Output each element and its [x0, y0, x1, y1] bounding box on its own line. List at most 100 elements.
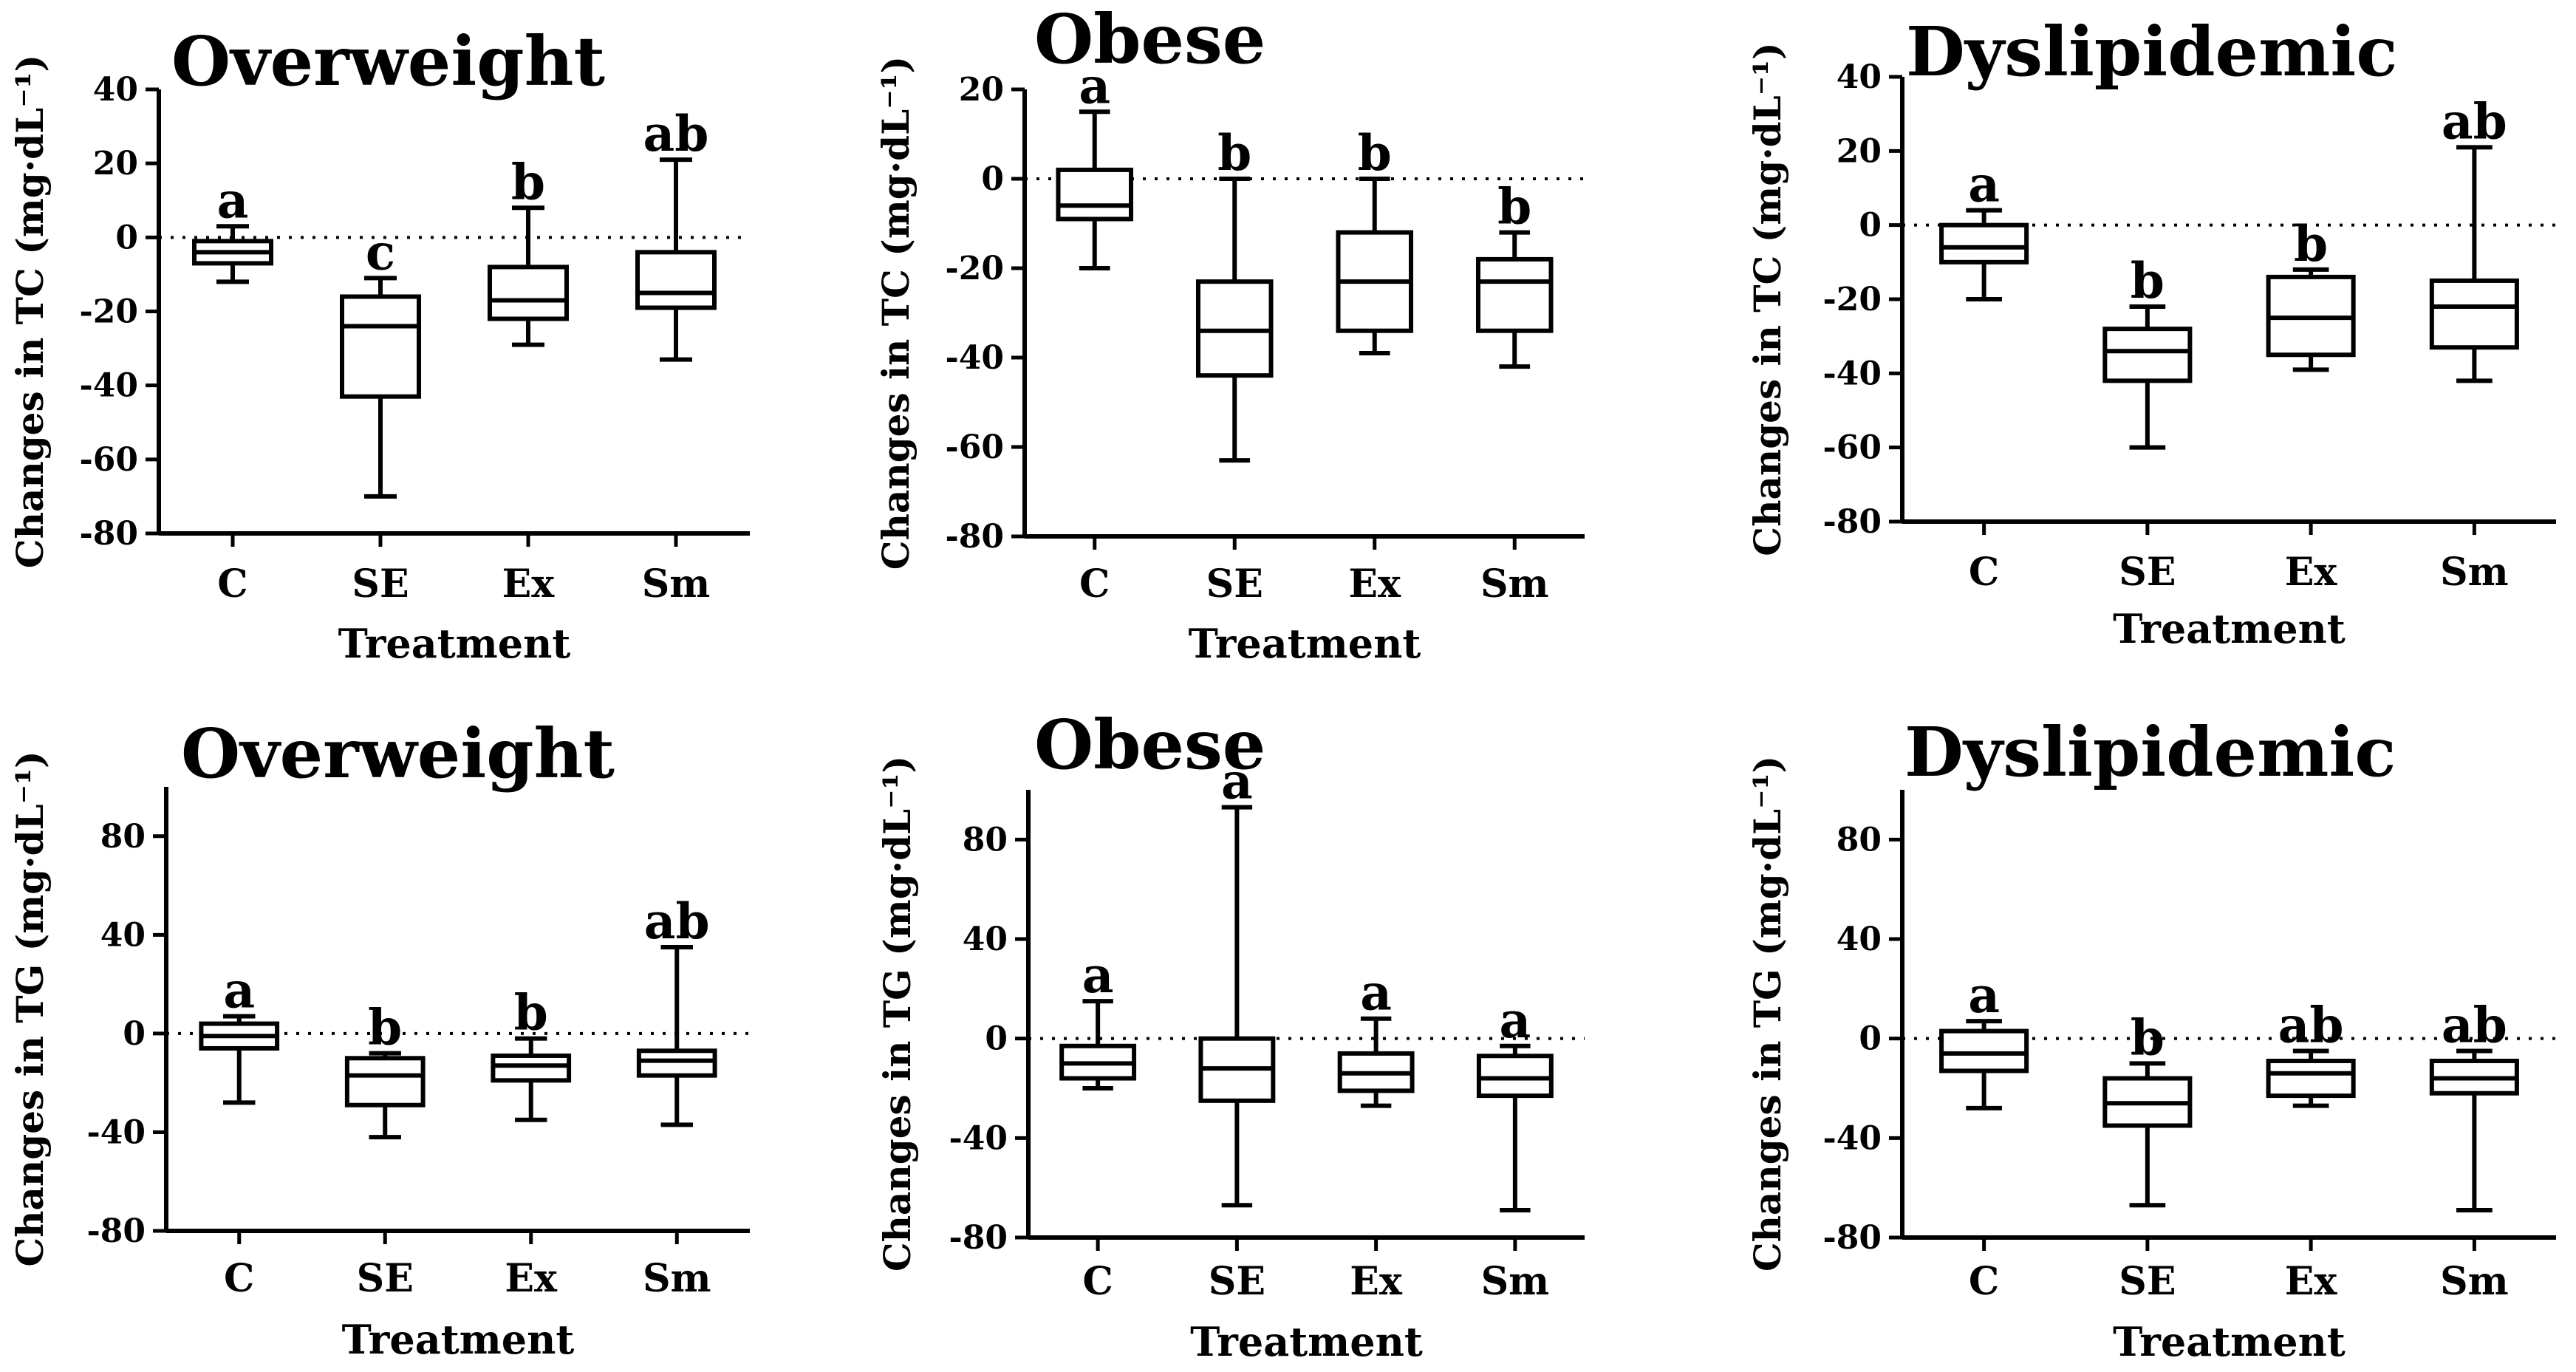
y-axis-label: Changes in TG (mg·dL⁻¹) [1746, 756, 1789, 1272]
chart-title: Dyslipidemic [1906, 12, 2397, 92]
chart-panel-1: Overweight 40 20 0 -20 -40 -60 -80 Changes in TC… [8, 21, 750, 667]
box-iqr [1939, 222, 2029, 264]
y-tick-label: 20 [1837, 132, 1882, 170]
y-axis-label: Changes in TC (mg·dL⁻¹) [874, 56, 918, 570]
y-tick-label: 0 [115, 219, 138, 256]
box-c: a [1939, 966, 2029, 1110]
box-iqr [344, 1056, 426, 1108]
box-iqr [636, 1048, 717, 1078]
box-iqr [1475, 256, 1554, 333]
x-tick-label: Sm [1480, 562, 1549, 607]
y-tick-label: -40 [1823, 1119, 1882, 1157]
x-axis-label: Treatment [338, 620, 571, 667]
y-axis-label: Changes in TG (mg·dL⁻¹) [875, 756, 919, 1272]
y-tick-label: -60 [1823, 429, 1882, 467]
significance-label: b [514, 984, 548, 1042]
x-tick-label: Ex [1350, 1259, 1403, 1304]
y-tick-label: -60 [946, 429, 1005, 466]
significance-label: ab [2442, 92, 2507, 150]
y-tick-label: -80 [87, 1212, 146, 1250]
box-ex: b [1336, 124, 1414, 355]
x-tick-label: C [224, 1256, 254, 1301]
chart-panel-6: Dyslipidemic 80 40 0 -40 -80 Changes in TG (mg… [1746, 712, 2556, 1365]
y-axis-label: Changes in TC (mg·dL⁻¹) [8, 55, 52, 568]
x-axis-label: Treatment [1189, 620, 1421, 667]
box-iqr [2266, 1058, 2356, 1099]
y-tick-label: -40 [87, 1113, 146, 1151]
box-sm: a [1476, 992, 1554, 1212]
box-iqr [340, 294, 421, 399]
y-tick-label: 0 [981, 160, 1004, 198]
y-tick-label: -40 [1823, 355, 1882, 392]
y-tick-label: -20 [1823, 281, 1882, 318]
y-tick-label: -40 [949, 1119, 1008, 1157]
x-tick-label: C [217, 562, 247, 607]
box-c: a [1056, 57, 1134, 270]
y-axis-label: Changes in TC (mg·dL⁻¹) [1746, 42, 1789, 556]
y-tick-label: -40 [80, 367, 139, 405]
box-se: c [340, 223, 421, 499]
significance-label: a [217, 171, 249, 229]
significance-label: b [1358, 124, 1392, 182]
y-tick-label: -80 [80, 515, 139, 553]
x-tick-label: SE [1209, 1259, 1265, 1304]
y-tick-label: -80 [1823, 503, 1882, 541]
y-tick-label: 0 [123, 1015, 146, 1053]
x-axis-label: Treatment [2113, 1318, 2346, 1365]
x-tick-label: SE [2119, 1259, 2176, 1304]
y-tick-label: -80 [949, 1219, 1008, 1257]
box-iqr [491, 1053, 572, 1083]
significance-label: b [368, 999, 402, 1057]
y-axis-label: Changes in TG (mg·dL⁻¹) [8, 751, 52, 1266]
significance-label: b [2131, 252, 2165, 310]
significance-label: ab [2278, 997, 2344, 1054]
box-c: a [1939, 156, 2029, 301]
significance-label: ab [643, 105, 709, 163]
box-ex: a [1337, 964, 1415, 1108]
chart-panel-2: Obese 20 0 -20 -40 -60 -80 Changes in TC (mg·dL… [874, 0, 1585, 667]
y-tick-label: -60 [80, 441, 139, 479]
chart-title: Dyslipidemic [1904, 712, 2396, 792]
significance-label: ab [644, 893, 710, 950]
significance-label: b [1217, 124, 1251, 182]
box-iqr [1939, 1028, 2029, 1074]
y-tick-label: 0 [1859, 1020, 1882, 1058]
y-tick-label: -80 [946, 518, 1005, 556]
significance-label: a [1221, 753, 1253, 810]
significance-label: a [223, 962, 255, 1020]
x-tick-label: Ex [2285, 550, 2338, 595]
x-tick-label: Ex [1348, 562, 1401, 607]
significance-label: b [1497, 178, 1531, 236]
significance-label: ab [2442, 997, 2507, 1054]
x-tick-label: C [1079, 562, 1110, 607]
x-tick-label: SE [352, 562, 409, 607]
y-tick-label: 0 [1859, 207, 1882, 245]
box-iqr [1195, 279, 1274, 378]
box-iqr [2429, 278, 2519, 350]
box-iqr [635, 250, 717, 310]
y-tick-label: 0 [985, 1020, 1008, 1058]
significance-label: a [1968, 156, 2000, 214]
box-ex: b [491, 984, 572, 1122]
box-se: a [1198, 753, 1276, 1208]
y-tick-label: 80 [100, 818, 146, 856]
significance-label: a [1082, 946, 1114, 1004]
box-c: a [192, 171, 273, 284]
x-tick-label: Sm [2440, 1259, 2509, 1304]
y-tick-label: 80 [1837, 821, 1882, 859]
x-tick-label: C [1969, 550, 1999, 595]
chart-title: Obese [1034, 705, 1265, 785]
y-tick-label: 40 [1837, 58, 1882, 96]
y-tick-label: 40 [963, 921, 1008, 958]
box-sm: ab [635, 105, 717, 362]
chart-panel-5: Obese 80 40 0 -40 -80 Changes in TG (mg·dL⁻¹) T… [875, 705, 1585, 1365]
x-axis-label: Treatment [2113, 605, 2346, 652]
box-iqr [1476, 1054, 1554, 1099]
x-tick-label: Ex [2285, 1259, 2338, 1304]
x-tick-label: SE [1206, 562, 1263, 607]
box-se: b [344, 999, 426, 1140]
x-tick-label: Sm [643, 1256, 711, 1301]
y-tick-label: -80 [1823, 1219, 1882, 1257]
x-tick-label: Sm [1481, 1259, 1550, 1304]
